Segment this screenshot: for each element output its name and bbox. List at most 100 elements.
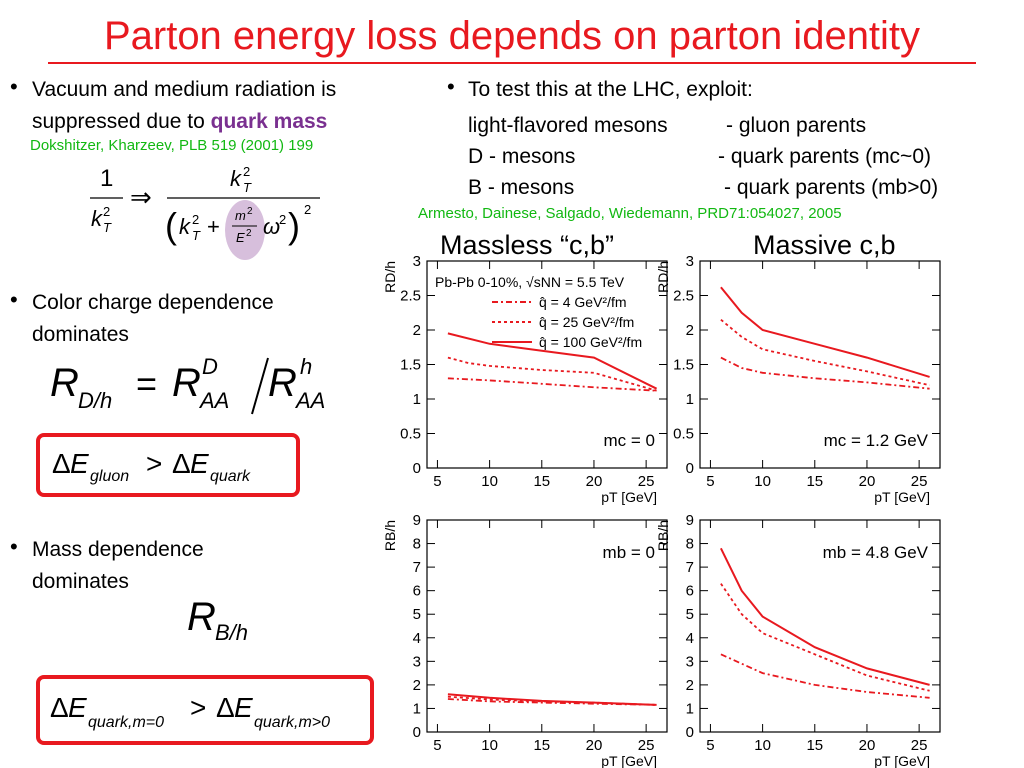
meson-row-right: - quark parents (mb>0)	[724, 176, 939, 199]
y-tick-label: 9	[686, 512, 694, 529]
y-axis-label: RD/h	[655, 261, 671, 293]
x-tick-label: 5	[433, 737, 441, 754]
meson-row: D - mesons - quark parents (mc~0)	[468, 141, 1008, 172]
legend-label: q̂ = 100 GeV²/fm	[539, 334, 642, 350]
series-line-solid	[720, 547, 930, 686]
svg-text:R: R	[50, 361, 79, 405]
meson-row-right: - quark parents (mc~0)	[718, 145, 931, 168]
y-tick-label: 8	[686, 536, 694, 553]
svg-text:gluon: gluon	[90, 468, 129, 485]
svg-text:2: 2	[247, 206, 253, 217]
y-tick-label: 4	[686, 630, 694, 647]
y-tick-label: 3	[413, 253, 421, 270]
svg-text:(: (	[165, 205, 177, 246]
series-line-dotted	[720, 319, 930, 387]
y-tick-label: 2	[413, 322, 421, 339]
svg-text:>: >	[146, 448, 162, 479]
y-axis-label: RB/h	[655, 520, 671, 551]
x-tick-label: 15	[806, 737, 823, 754]
y-axis-label: RD/h	[382, 261, 398, 293]
bullet-dot-3: •	[10, 534, 18, 559]
bullet-2-line-2: dominates	[32, 323, 129, 346]
svg-text:m: m	[235, 208, 246, 223]
x-tick-label: 20	[586, 737, 603, 754]
x-tick-label: 15	[533, 737, 550, 754]
meson-row-left: D - mesons	[468, 145, 576, 168]
y-tick-label: 2.5	[400, 288, 421, 305]
x-axis-label: pT [GeV]	[601, 489, 657, 505]
x-tick-label: 20	[859, 737, 876, 754]
bullet-2-line-1: Color charge dependence	[32, 291, 274, 314]
x-tick-label: 20	[859, 473, 876, 490]
y-tick-label: 8	[413, 536, 421, 553]
y-tick-label: 1.5	[400, 357, 421, 374]
svg-text:2: 2	[103, 204, 110, 219]
y-axis-label: RB/h	[382, 520, 398, 551]
gluon-quark-box: Δ E gluon > Δ E quark	[36, 433, 300, 497]
citation-dokshitzer: Dokshitzer, Kharzeev, PLB 519 (2001) 199	[30, 137, 314, 154]
massless-title: Massless “c,b”	[440, 230, 615, 260]
y-tick-label: 2	[686, 322, 694, 339]
svg-text:quark,m>0: quark,m>0	[254, 714, 330, 731]
svg-text:E: E	[236, 230, 245, 245]
svg-text:+: +	[207, 214, 220, 239]
svg-text:E: E	[190, 448, 209, 479]
svg-text:D: D	[202, 354, 218, 379]
y-tick-label: 0.5	[673, 426, 694, 443]
bullet-1-prefix: suppressed due to	[32, 110, 211, 133]
y-tick-label: 0	[686, 724, 694, 741]
y-tick-label: 2	[413, 677, 421, 694]
series-line-dashdot	[720, 653, 930, 699]
legend-header: Pb-Pb 0-10%, √sNN = 5.5 TeV	[435, 274, 625, 290]
bullet-4: To test this at the LHC, exploit:	[468, 74, 1018, 106]
y-tick-label: 7	[413, 559, 421, 576]
svg-text:R: R	[172, 361, 201, 405]
rbh-formula: R B/h	[185, 590, 295, 650]
mass-dependence-box: Δ E quark,m=0 > Δ E quark,m>0	[36, 675, 374, 745]
bullet-1: Vacuum and medium radiation is suppresse…	[32, 74, 432, 138]
y-tick-label: 3	[686, 253, 694, 270]
series-line-dotted	[720, 583, 930, 692]
mass-dependence-formula-svg: Δ E quark,m=0 > Δ E quark,m>0	[50, 692, 330, 731]
svg-text:k: k	[91, 206, 103, 231]
bullet-3-line-1: Mass dependence	[32, 538, 204, 561]
x-tick-label: 25	[638, 473, 655, 490]
y-tick-label: 2.5	[673, 288, 694, 305]
y-tick-label: 2	[686, 677, 694, 694]
svg-text:AA: AA	[294, 388, 325, 413]
svg-text:k: k	[230, 166, 242, 191]
legend-label: q̂ = 25 GeV²/fm	[539, 314, 634, 330]
y-tick-label: 6	[413, 583, 421, 600]
bullet-2: Color charge dependence dominates	[32, 287, 362, 351]
x-tick-label: 15	[533, 473, 550, 490]
x-tick-label: 25	[638, 737, 655, 754]
y-tick-label: 1.5	[673, 357, 694, 374]
x-tick-label: 15	[806, 473, 823, 490]
svg-text:E: E	[234, 692, 253, 723]
y-tick-label: 0	[413, 460, 421, 477]
x-tick-label: 10	[481, 737, 498, 754]
y-tick-label: 1	[686, 391, 694, 408]
x-tick-label: 25	[911, 473, 928, 490]
dead-cone-formula: 1 k 2 T ⇒ k 2 T ( k 2 T + m 2 E 2 ω 2 ) …	[85, 158, 335, 268]
citation-armesto: Armesto, Dainese, Salgado, Wiedemann, PR…	[418, 205, 842, 222]
svg-text:ω: ω	[263, 214, 280, 239]
x-tick-label: 10	[481, 473, 498, 490]
svg-text:Δ: Δ	[50, 692, 69, 723]
title-underline	[48, 62, 976, 64]
svg-text:E: E	[70, 448, 89, 479]
y-tick-label: 9	[413, 512, 421, 529]
svg-text:R: R	[268, 361, 297, 405]
x-tick-label: 5	[706, 737, 714, 754]
x-tick-label: 25	[911, 737, 928, 754]
series-line-dashdot	[720, 356, 930, 390]
lhc-intro: To test this at the LHC, exploit:	[468, 78, 753, 101]
panel-annotation: mb = 4.8 GeV	[823, 543, 929, 562]
y-tick-label: 0	[413, 724, 421, 741]
svg-text:Δ: Δ	[52, 448, 71, 479]
x-tick-label: 5	[706, 473, 714, 490]
y-tick-label: 3	[686, 653, 694, 670]
y-tick-label: 1	[413, 700, 421, 717]
svg-text:Δ: Δ	[216, 692, 235, 723]
panel-annotation: mc = 1.2 GeV	[824, 431, 929, 450]
